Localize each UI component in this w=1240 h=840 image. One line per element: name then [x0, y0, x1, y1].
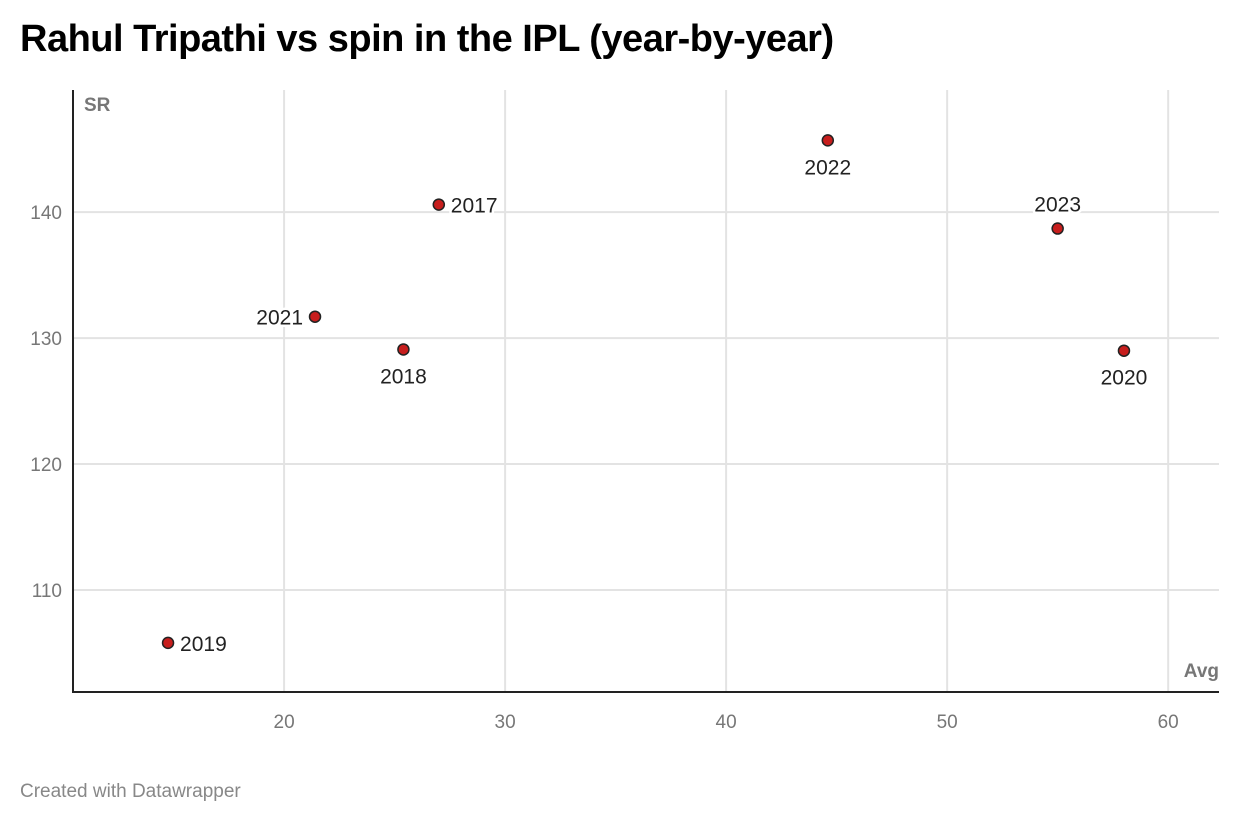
chart-title: Rahul Tripathi vs spin in the IPL (year-…	[20, 18, 834, 60]
data-label-2018: 2018	[380, 365, 427, 388]
footer-credit[interactable]: Created with Datawrapper	[20, 781, 241, 802]
x-tick-label: 50	[937, 712, 958, 733]
data-label-2021: 2021	[256, 307, 303, 330]
data-point-2020	[1117, 344, 1131, 357]
data-point-2021	[308, 310, 322, 323]
data-point-2019	[161, 636, 175, 650]
data-point-2017	[432, 198, 446, 211]
data-label-2022: 2022	[804, 156, 851, 179]
y-tick-label: 110	[32, 581, 62, 602]
x-tick-label: 20	[274, 712, 295, 733]
data-label-2023: 2023	[1034, 194, 1081, 217]
x-tick-label: 60	[1158, 712, 1179, 733]
x-tick-label: 30	[495, 712, 516, 733]
y-tick-label: 130	[30, 329, 62, 350]
data-point-2022	[821, 134, 835, 147]
data-point-2023	[1051, 222, 1064, 235]
y-tick-label: 140	[30, 203, 62, 224]
data-label-2020: 2020	[1101, 367, 1148, 390]
x-tick-label: 40	[716, 712, 737, 733]
data-label-2019: 2019	[180, 633, 227, 656]
y-axis-title: SR	[84, 95, 111, 116]
data-point-2018	[397, 343, 410, 356]
y-tick-label: 120	[30, 455, 62, 476]
data-label-2017: 2017	[451, 195, 498, 218]
x-axis-title: Avg	[1184, 661, 1219, 682]
